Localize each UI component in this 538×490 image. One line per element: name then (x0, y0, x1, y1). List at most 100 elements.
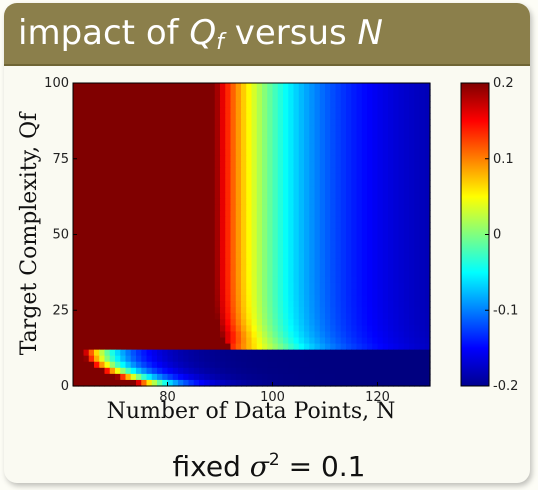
heatmap-cell (178, 289, 184, 296)
heatmap-cell (99, 343, 106, 351)
heatmap-cell (393, 155, 400, 163)
heatmap-cell (314, 95, 321, 102)
heatmap-cell (356, 379, 363, 387)
heatmap-cell (151, 155, 158, 163)
heatmap-cell (88, 379, 95, 387)
heatmap-cell (403, 307, 410, 314)
heatmap-cell (377, 313, 384, 320)
heatmap-cell (115, 186, 121, 193)
heatmap-cell (188, 89, 195, 96)
heatmap-cell (178, 282, 184, 290)
heatmap-cell (99, 143, 106, 151)
heatmap-cell (115, 234, 121, 242)
heatmap-cell (388, 113, 394, 120)
heatmap-cell (230, 343, 237, 351)
heatmap-cell (130, 361, 137, 369)
heatmap-cell (377, 113, 384, 120)
heatmap-cell (220, 107, 226, 114)
heatmap-cell (120, 107, 127, 114)
heatmap-cell (319, 240, 326, 248)
heatmap-cell (167, 373, 174, 381)
heatmap-cell (230, 119, 237, 127)
heatmap-cell (351, 143, 358, 151)
heatmap-cell (225, 131, 232, 139)
heatmap-cell (298, 125, 305, 133)
heatmap-cell (220, 101, 226, 108)
heatmap-cell (367, 319, 373, 326)
heatmap-cell (178, 222, 184, 230)
heatmap-cell (377, 155, 384, 163)
heatmap-cell (78, 125, 85, 133)
heatmap-cell (351, 89, 358, 96)
heatmap-cell (230, 319, 237, 326)
heatmap-cell (162, 289, 169, 296)
heatmap-cell (419, 289, 426, 296)
heatmap-cell (419, 198, 426, 205)
heatmap-cell (214, 186, 221, 193)
heatmap-cell (403, 379, 410, 387)
heatmap-cell (209, 83, 216, 90)
heatmap-cell (241, 289, 247, 296)
heatmap-cell (367, 379, 373, 387)
heatmap-cell (199, 119, 205, 127)
heatmap-cell (183, 216, 190, 223)
heatmap-cell (162, 113, 169, 120)
heatmap-cell (204, 264, 211, 272)
heatmap-cell (94, 240, 100, 248)
heatmap-cell (398, 192, 405, 199)
heatmap-cell (361, 325, 368, 333)
heatmap-cell (319, 289, 326, 296)
heatmap-cell (246, 246, 253, 254)
heatmap-cell (377, 270, 384, 278)
heatmap-cell (309, 216, 316, 223)
heatmap-cell (115, 95, 121, 102)
heatmap-cell (398, 101, 405, 108)
heatmap-cell (209, 198, 216, 205)
heatmap-cell (256, 240, 263, 248)
heatmap-cell (335, 258, 342, 266)
heatmap-cell (367, 301, 373, 308)
heatmap-cell (183, 101, 190, 108)
y-tick-label: 100 (44, 76, 69, 91)
heatmap-cell (304, 307, 310, 314)
heatmap-cell (262, 337, 268, 345)
heatmap-cell (230, 367, 237, 375)
heatmap-cell (267, 167, 274, 175)
heatmap-cell (167, 282, 174, 290)
heatmap-cell (256, 313, 263, 320)
heatmap-cell (424, 125, 431, 133)
heatmap-cell (367, 155, 373, 163)
heatmap-cell (88, 167, 95, 175)
heatmap-cell (403, 210, 410, 217)
heatmap-cell (372, 361, 379, 369)
heatmap-cell (193, 228, 200, 236)
heatmap-cell (283, 252, 289, 260)
heatmap-cell (104, 222, 111, 230)
heatmap-cell (99, 186, 106, 193)
heatmap-cell (115, 379, 121, 387)
heatmap-cell (141, 83, 148, 90)
heatmap-cell (172, 89, 179, 96)
heatmap-cell (241, 125, 247, 133)
heatmap-cell (367, 113, 373, 120)
heatmap-cell (367, 282, 373, 290)
heatmap-cell (136, 343, 142, 351)
heatmap-cell (167, 367, 174, 375)
heatmap-cell (115, 252, 121, 260)
heatmap-cell (251, 131, 258, 139)
heatmap-cell (88, 361, 95, 369)
heatmap-cell (414, 270, 421, 278)
heatmap-cell (382, 367, 389, 375)
heatmap-cell (409, 379, 415, 387)
heatmap-cell (99, 325, 106, 333)
heatmap-cell (293, 137, 300, 145)
heatmap-cell (377, 240, 384, 248)
heatmap-cell (188, 131, 195, 139)
heatmap-cell (83, 179, 90, 187)
heatmap-cell (272, 295, 279, 302)
heatmap-cell (277, 101, 284, 108)
heatmap-cell (304, 252, 310, 260)
heatmap-cell (199, 325, 205, 333)
heatmap-cell (188, 343, 195, 351)
heatmap-cell (304, 361, 310, 369)
